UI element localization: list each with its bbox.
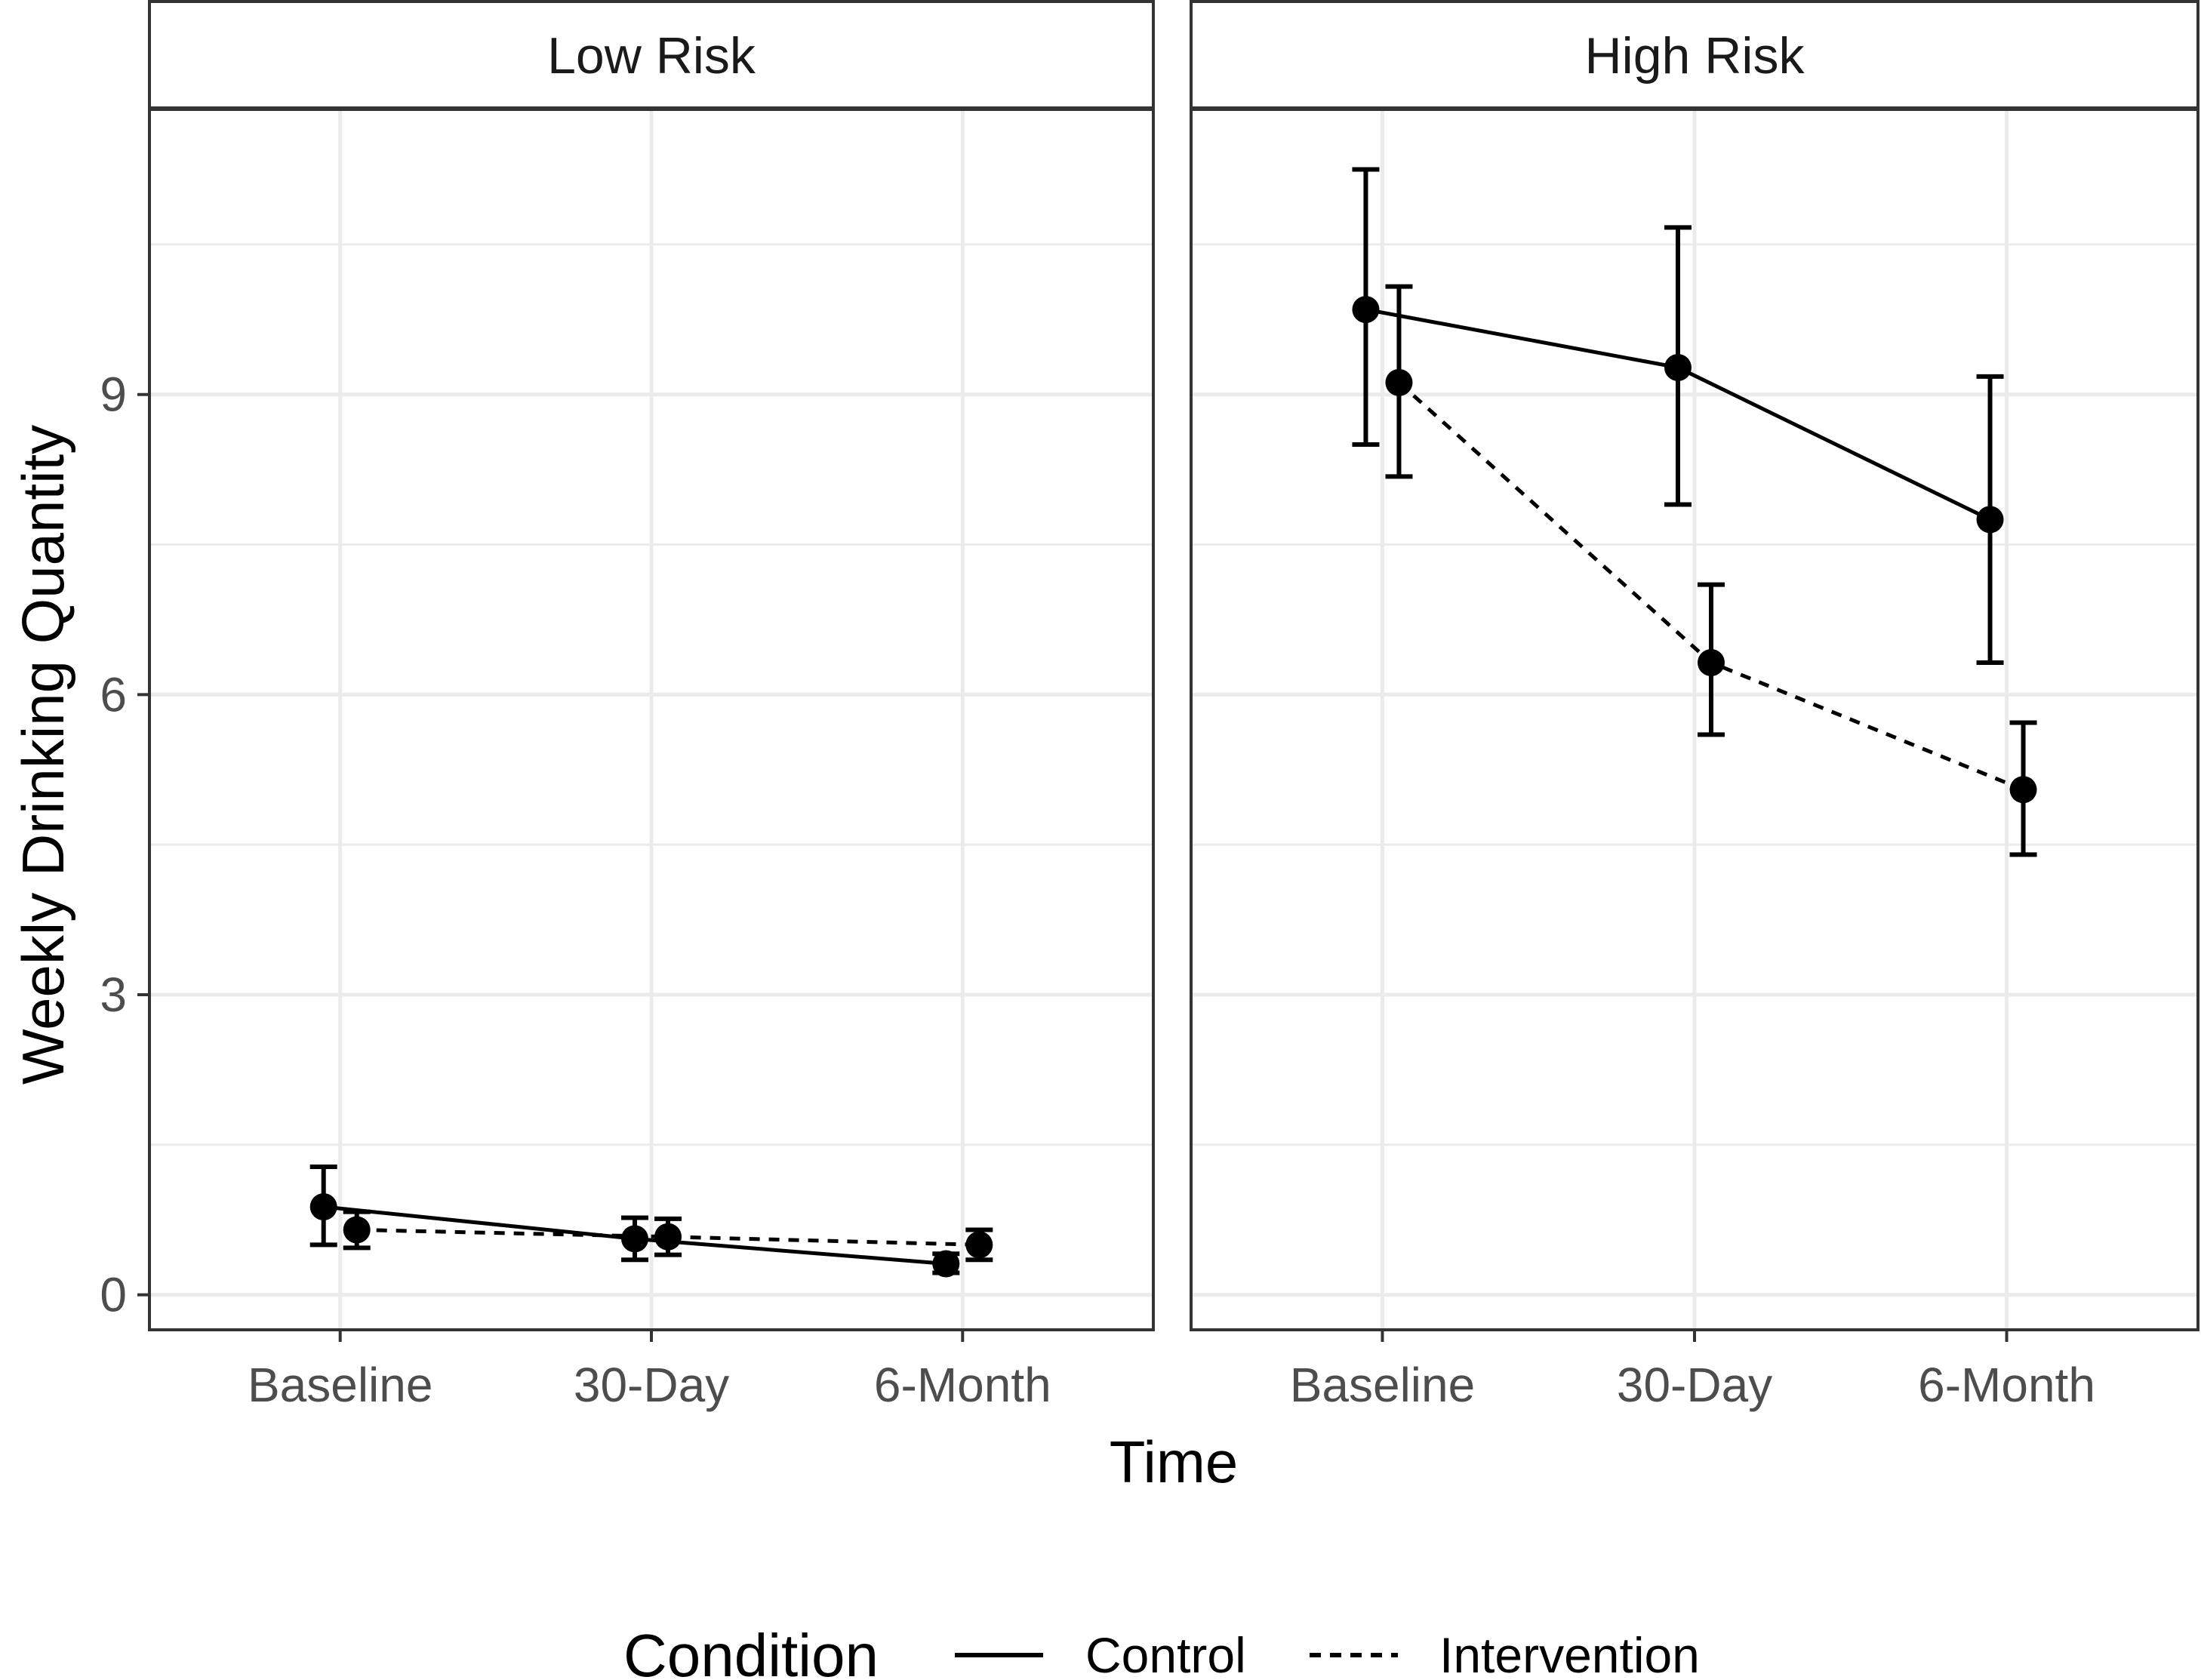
data-point — [1385, 368, 1413, 396]
facet-strip — [148, 0, 1155, 109]
data-point — [654, 1223, 682, 1251]
x-axis-title: Time — [1110, 1429, 1238, 1495]
legend-label-control: Control — [1085, 1627, 1246, 1680]
data-point — [621, 1225, 648, 1253]
facet-low-risk: Low Risk Baseline 30-Day 6-Month — [148, 0, 1155, 1412]
series-intervention — [343, 1209, 993, 1263]
x-tick-label: 30-Day — [1617, 1358, 1772, 1412]
y-tick-label: 3 — [100, 968, 127, 1022]
facet-high-risk: High Risk Baseline 30-Day 6-Month — [1190, 0, 2199, 1412]
series-control — [309, 1164, 960, 1278]
data-point — [309, 1192, 337, 1220]
data-point — [965, 1231, 993, 1259]
data-point — [1976, 506, 2004, 534]
data-point — [2009, 776, 2037, 804]
y-tick-label: 9 — [100, 368, 127, 422]
series-control — [1352, 167, 2004, 665]
data-point — [932, 1250, 960, 1278]
x-tick-label: Baseline — [248, 1358, 433, 1412]
legend: Condition Control Intervention — [623, 1622, 1700, 1680]
facet-panels: Low Risk Baseline 30-Day 6-Month High Risk Ba… — [100, 0, 2199, 1412]
y-tick-label: 6 — [100, 667, 127, 722]
series-intervention — [1385, 284, 2037, 857]
series-line — [356, 1227, 980, 1247]
x-tick-label: 6-Month — [1918, 1358, 2095, 1412]
y-tick-label: 0 — [100, 1268, 127, 1322]
facet-strip-label: Low Risk — [547, 27, 756, 85]
data-point — [343, 1216, 371, 1244]
x-tick-label: 30-Day — [574, 1358, 729, 1412]
data-point — [1698, 648, 1725, 676]
data-point — [1664, 353, 1692, 381]
legend-title: Condition — [623, 1622, 879, 1680]
facet-strip-label: High Risk — [1585, 27, 1805, 85]
legend-label-intervention: Intervention — [1439, 1627, 1700, 1680]
y-axis-title: Weekly Drinking Quantity — [10, 425, 76, 1085]
x-tick-label: Baseline — [1290, 1358, 1476, 1412]
x-tick-label: 6-Month — [874, 1358, 1051, 1412]
data-point — [1352, 296, 1380, 324]
facet-strip — [1190, 0, 2199, 109]
